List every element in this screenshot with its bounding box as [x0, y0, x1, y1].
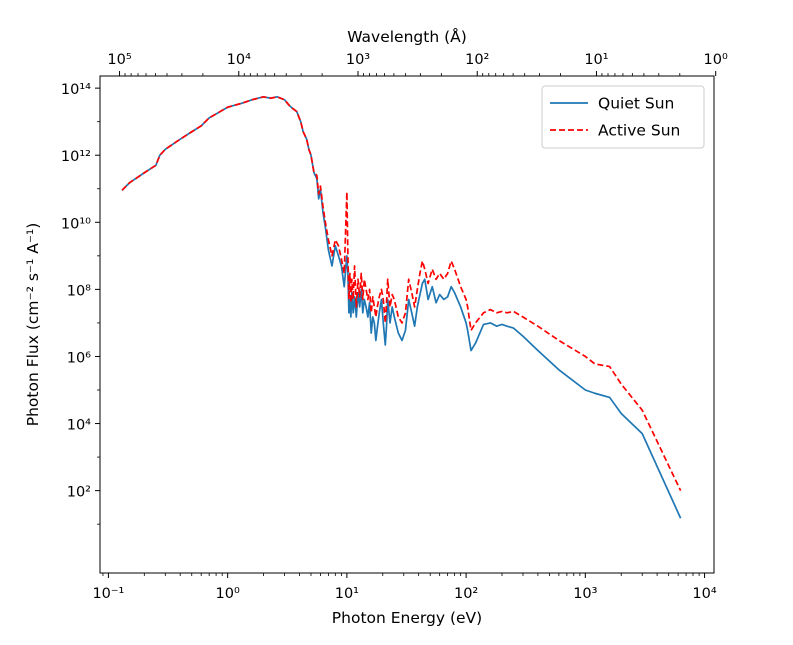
- top-tick-label: 10²: [465, 52, 489, 68]
- top-tick-label: 10¹: [584, 52, 608, 68]
- top-tick-label: 10⁰: [704, 52, 728, 68]
- y-axis-label: Photon Flux (cm⁻² s⁻¹ A⁻¹): [24, 223, 42, 427]
- x-tick-label: 10¹: [335, 586, 359, 602]
- y-tick-label: 10²: [67, 485, 91, 501]
- y-tick-label: 10¹⁴: [61, 82, 91, 98]
- top-tick-label: 10⁵: [107, 52, 131, 68]
- series-layer: [121, 95, 682, 519]
- series-line-active-sun: [121, 95, 682, 491]
- x-tick-label: 10⁴: [692, 586, 716, 602]
- labels-layer: 10⁻¹ 10⁰ 10¹ 10² 10³ 10⁴ 10² 10⁴ 10⁶ 10⁸ 10¹⁰ 10¹² 1…: [24, 27, 728, 627]
- top-tick-label: 10³: [346, 52, 370, 68]
- legend-label: Quiet Sun: [598, 95, 674, 113]
- y-tick-label: 10¹⁰: [61, 216, 91, 232]
- legend: Quiet Sun Active Sun: [541, 85, 705, 149]
- x-tick-label: 10³: [573, 586, 597, 602]
- plot-frame: [99, 75, 715, 574]
- top-axis-label: Wavelength (Å): [347, 27, 467, 46]
- legend-label: Active Sun: [598, 122, 680, 140]
- legend-box: [541, 85, 705, 149]
- y-tick-label: 10⁴: [67, 418, 91, 434]
- top-tick-label: 10⁴: [227, 52, 251, 68]
- series-line-quiet-sun: [121, 95, 682, 519]
- y-tick-label: 10¹²: [61, 149, 91, 165]
- x-tick-label: 10²: [454, 586, 478, 602]
- x-tick-label: 10⁰: [216, 586, 240, 602]
- y-tick-label: 10⁶: [67, 350, 91, 366]
- x-axis-label: Photon Energy (eV): [332, 609, 482, 627]
- y-tick-label: 10⁸: [67, 283, 91, 299]
- x-tick-label: 10⁻¹: [92, 586, 124, 602]
